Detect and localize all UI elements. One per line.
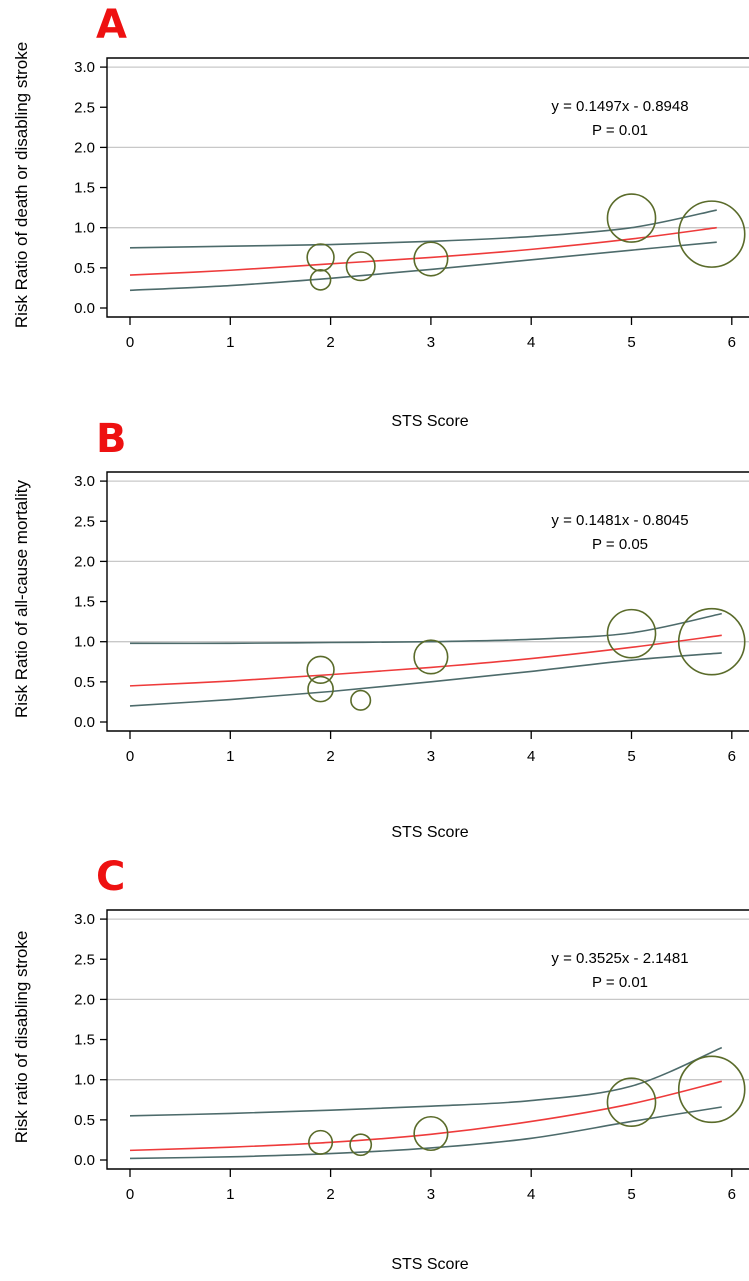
ci-lower-line (129, 1106, 722, 1160)
y-tick-label: 1.0 (74, 220, 95, 237)
y-tick-label: 2.5 (74, 951, 95, 968)
data-point (606, 193, 657, 243)
ci-lower-line (129, 241, 717, 292)
x-tick-label: 1 (226, 1186, 234, 1203)
chart-a: 0.0 0.5 1.0 1.5 2.0 2.5 3.0 0 1 2 3 4 5 6 y = 0.1497x … (74, 57, 749, 351)
regression-equation: y = 0.3525x - 2.1481 (551, 950, 688, 967)
x-tick-label: 5 (627, 334, 635, 351)
plot-frame (106, 909, 749, 1170)
data-point (413, 639, 449, 675)
data-point (306, 655, 335, 685)
panel-letter-b: B (96, 416, 127, 462)
data-point (606, 1077, 657, 1128)
x-axis-label-c: STS Score (391, 1256, 469, 1273)
data-point (677, 200, 746, 268)
y-tick-label: 2.5 (74, 99, 95, 116)
y-tick-label: 1.5 (74, 594, 95, 611)
regression-equation: y = 0.1497x - 0.8948 (551, 98, 688, 115)
y-tick-label: 3.0 (74, 473, 95, 490)
y-tick-label: 0.0 (74, 300, 95, 317)
data-point (306, 243, 335, 272)
ci-lower-line (129, 652, 722, 707)
fit-line (129, 634, 722, 687)
y-tick-label: 2.0 (74, 553, 95, 570)
panel-c: C Risk ratio of disabling stroke STS Sco… (0, 852, 749, 1279)
x-tick-label: 3 (427, 334, 435, 351)
data-point (307, 675, 334, 703)
x-axis-label-a: STS Score (391, 413, 469, 430)
x-tick-label: 0 (126, 334, 134, 351)
plot-frame (106, 57, 749, 318)
data-point (677, 607, 746, 676)
chart-b: 0.0 0.5 1.0 1.5 2.0 2.5 3.0 0 1 2 3 4 5 6 y = 0.1481x … (74, 471, 749, 765)
x-tick-label: 4 (527, 748, 535, 765)
y-tick-label: 2.0 (74, 991, 95, 1008)
x-tick-label: 0 (126, 748, 134, 765)
data-point (413, 1115, 449, 1152)
data-point (308, 1129, 334, 1155)
y-tick-label: 0.0 (74, 1152, 95, 1169)
y-tick-label: 3.0 (74, 911, 95, 928)
y-tick-label: 3.0 (74, 59, 95, 76)
regression-equation: y = 0.1481x - 0.8045 (551, 512, 688, 529)
y-tick-label: 1.5 (74, 1032, 95, 1049)
x-tick-label: 6 (728, 334, 736, 351)
data-point (345, 251, 376, 282)
x-tick-label: 0 (126, 1186, 134, 1203)
fit-line (129, 1080, 722, 1152)
data-point (309, 269, 332, 291)
plot-frame (106, 471, 749, 732)
y-tick-label: 1.0 (74, 634, 95, 651)
y-tick-label: 2.5 (74, 513, 95, 530)
y-tick-label: 0.5 (74, 674, 95, 691)
x-tick-label: 1 (226, 748, 234, 765)
data-point (349, 1133, 373, 1157)
p-value: P = 0.05 (592, 536, 648, 553)
y-tick-label: 2.0 (74, 139, 95, 156)
y-tick-label: 0.5 (74, 1112, 95, 1129)
x-tick-label: 1 (226, 334, 234, 351)
x-tick-label: 3 (427, 1186, 435, 1203)
y-tick-label: 1.5 (74, 180, 95, 197)
x-tick-label: 5 (627, 1186, 635, 1203)
panel-letter-a: A (96, 2, 127, 48)
fit-line (129, 226, 717, 276)
data-point (413, 241, 449, 277)
y-tick-label: 0.0 (74, 714, 95, 731)
p-value: P = 0.01 (592, 974, 648, 991)
data-point (350, 689, 372, 711)
x-tick-label: 2 (326, 1186, 334, 1203)
ci-upper-line (129, 1046, 723, 1117)
x-tick-label: 2 (326, 334, 334, 351)
x-tick-label: 4 (527, 1186, 535, 1203)
x-tick-label: 6 (728, 748, 736, 765)
data-point (677, 1055, 746, 1124)
ci-upper-line (129, 612, 722, 645)
x-tick-label: 3 (427, 748, 435, 765)
ci-upper-line (129, 209, 717, 249)
panel-b: B Risk Ratio of all-cause mortality STS … (0, 414, 749, 841)
x-tick-label: 4 (527, 334, 535, 351)
data-point (606, 608, 657, 659)
p-value: P = 0.01 (592, 122, 648, 139)
panel-letter-c: C (96, 854, 126, 900)
x-tick-label: 6 (728, 1186, 736, 1203)
x-tick-label: 2 (326, 748, 334, 765)
x-tick-label: 5 (627, 748, 635, 765)
y-tick-label: 1.0 (74, 1072, 95, 1089)
panel-a: A Risk Ratio of death or disabling strok… (0, 0, 749, 430)
y-tick-label: 0.5 (74, 260, 95, 277)
x-axis-label-b: STS Score (391, 824, 469, 841)
chart-c: 0.0 0.5 1.0 1.5 2.0 2.5 3.0 0 1 2 3 4 5 6 y = 0.3525x … (74, 909, 749, 1203)
